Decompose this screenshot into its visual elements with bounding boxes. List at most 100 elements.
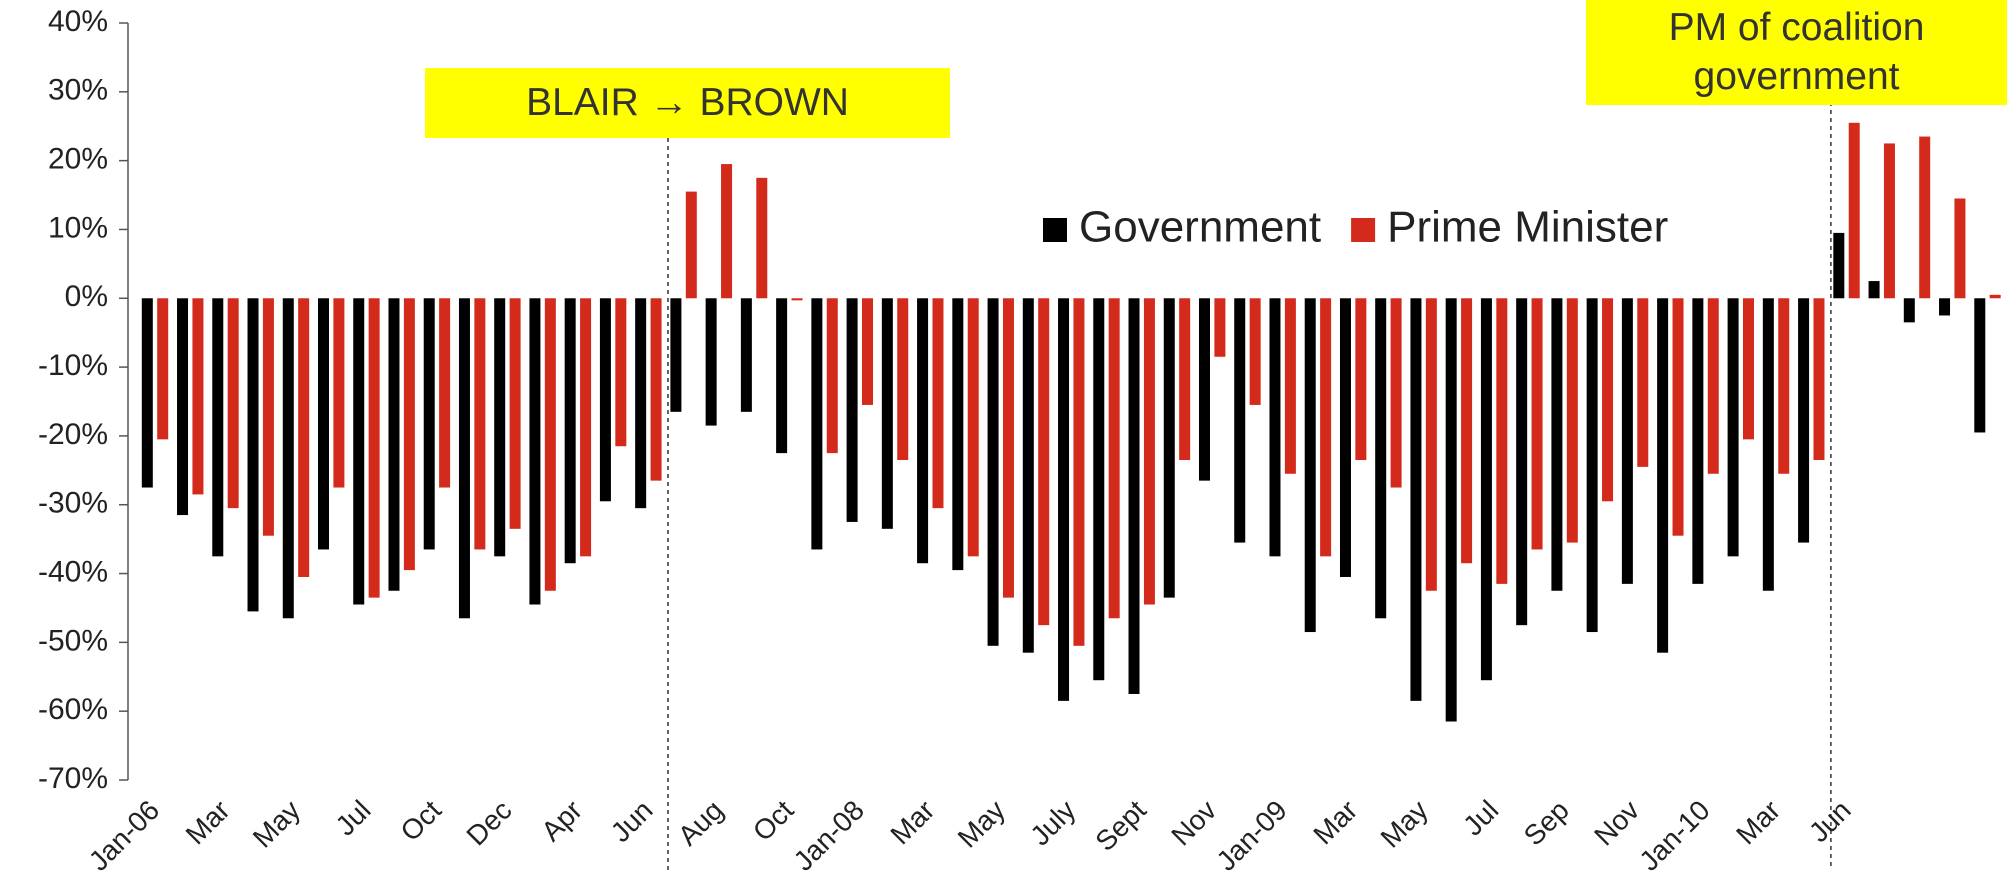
bar	[474, 298, 486, 550]
bar	[333, 298, 345, 488]
x-tick-label: Mar	[1307, 794, 1363, 850]
bar	[1269, 298, 1281, 557]
bar	[1727, 298, 1739, 557]
x-tick-label: July	[1024, 794, 1081, 851]
y-tick-label: 10%	[48, 211, 108, 244]
bar	[1989, 294, 2001, 299]
bar	[368, 298, 380, 598]
bar	[705, 298, 717, 426]
bar	[1108, 298, 1120, 619]
bar	[298, 298, 310, 577]
bar	[1883, 143, 1895, 299]
y-tick-label: -20%	[38, 418, 108, 451]
bar	[1566, 298, 1578, 543]
y-tick-label: -30%	[38, 487, 108, 520]
bar	[1128, 298, 1140, 694]
bar	[1022, 298, 1034, 653]
bar	[458, 298, 470, 619]
bar	[1355, 298, 1367, 460]
y-tick-label: -60%	[38, 693, 108, 726]
bar	[1621, 298, 1633, 584]
x-tick-label: Dec	[461, 794, 518, 851]
bar	[1058, 298, 1070, 701]
bar	[811, 298, 823, 550]
bar	[1743, 298, 1754, 440]
bar	[1707, 298, 1719, 474]
x-tick-label: Nov	[1165, 794, 1222, 851]
x-tick-label: Nov	[1588, 794, 1645, 851]
x-tick-label: Mar	[180, 794, 236, 850]
bar	[1284, 298, 1296, 474]
bar	[670, 298, 682, 412]
bar	[1848, 122, 1860, 299]
bar	[599, 298, 611, 502]
bar	[1234, 298, 1246, 543]
x-tick-label: Jan-10	[1633, 794, 1715, 876]
x-tick-label: May	[952, 794, 1011, 853]
bar	[881, 298, 893, 529]
bar	[1304, 298, 1316, 633]
y-tick-label: 0%	[65, 280, 108, 313]
annotation: BLAIR → BROWN	[425, 68, 950, 138]
legend-label: Prime Minister	[1387, 203, 1668, 252]
bar	[862, 298, 873, 405]
x-tick-label: Apr	[535, 794, 588, 847]
y-tick-label: -10%	[38, 349, 108, 382]
x-tick-label: Jan-08	[788, 794, 870, 876]
bar	[157, 298, 169, 440]
bar	[1199, 298, 1210, 481]
bar	[1531, 298, 1543, 550]
bar	[1637, 298, 1649, 467]
bar	[987, 298, 999, 646]
bar	[1410, 298, 1422, 701]
bar	[1445, 298, 1457, 722]
bar	[1093, 298, 1105, 681]
x-tick-label: Jul	[1457, 794, 1504, 841]
bar	[791, 298, 803, 301]
x-tick-label: May	[247, 794, 306, 853]
bar	[846, 298, 858, 522]
x-tick-label: Aug	[672, 794, 729, 851]
bar	[1762, 298, 1774, 591]
x-tick-label: Oct	[747, 794, 800, 847]
bar	[529, 298, 541, 605]
bar	[1163, 298, 1175, 598]
bar	[1954, 198, 1966, 299]
x-tick-label: Jun	[1803, 794, 1857, 848]
bar	[1002, 298, 1014, 598]
bar	[1214, 298, 1226, 357]
bar	[1339, 298, 1351, 577]
bar	[388, 298, 400, 591]
x-tick-label: Sep	[1518, 794, 1575, 851]
x-tick-label: Mar	[1730, 794, 1786, 850]
x-tick-label: Jul	[329, 794, 376, 841]
bar	[403, 298, 415, 571]
bar	[1516, 298, 1528, 626]
bar	[1496, 298, 1508, 584]
bar	[439, 298, 451, 488]
bar	[650, 298, 662, 481]
bar	[917, 298, 929, 564]
legend-label: Government	[1079, 203, 1321, 252]
bar	[1320, 298, 1332, 557]
bar	[1425, 298, 1437, 591]
bar	[1179, 298, 1191, 460]
y-tick-label: 40%	[48, 5, 108, 38]
bar	[1143, 298, 1155, 605]
bar	[262, 298, 274, 536]
x-tick-label: Jun	[605, 794, 659, 848]
y-tick-label: -40%	[38, 555, 108, 588]
bar	[564, 298, 576, 564]
y-tick-label: -50%	[38, 624, 108, 657]
y-tick-label: -70%	[38, 762, 108, 795]
bar	[967, 298, 979, 557]
bar	[1480, 298, 1492, 681]
bar	[1586, 298, 1598, 633]
bar	[1974, 298, 1986, 433]
bar	[897, 298, 909, 460]
bar	[177, 298, 189, 516]
bar	[615, 298, 627, 447]
annotation: PM of coalition government	[1586, 0, 2007, 105]
bar	[227, 298, 239, 509]
bar	[212, 298, 224, 557]
